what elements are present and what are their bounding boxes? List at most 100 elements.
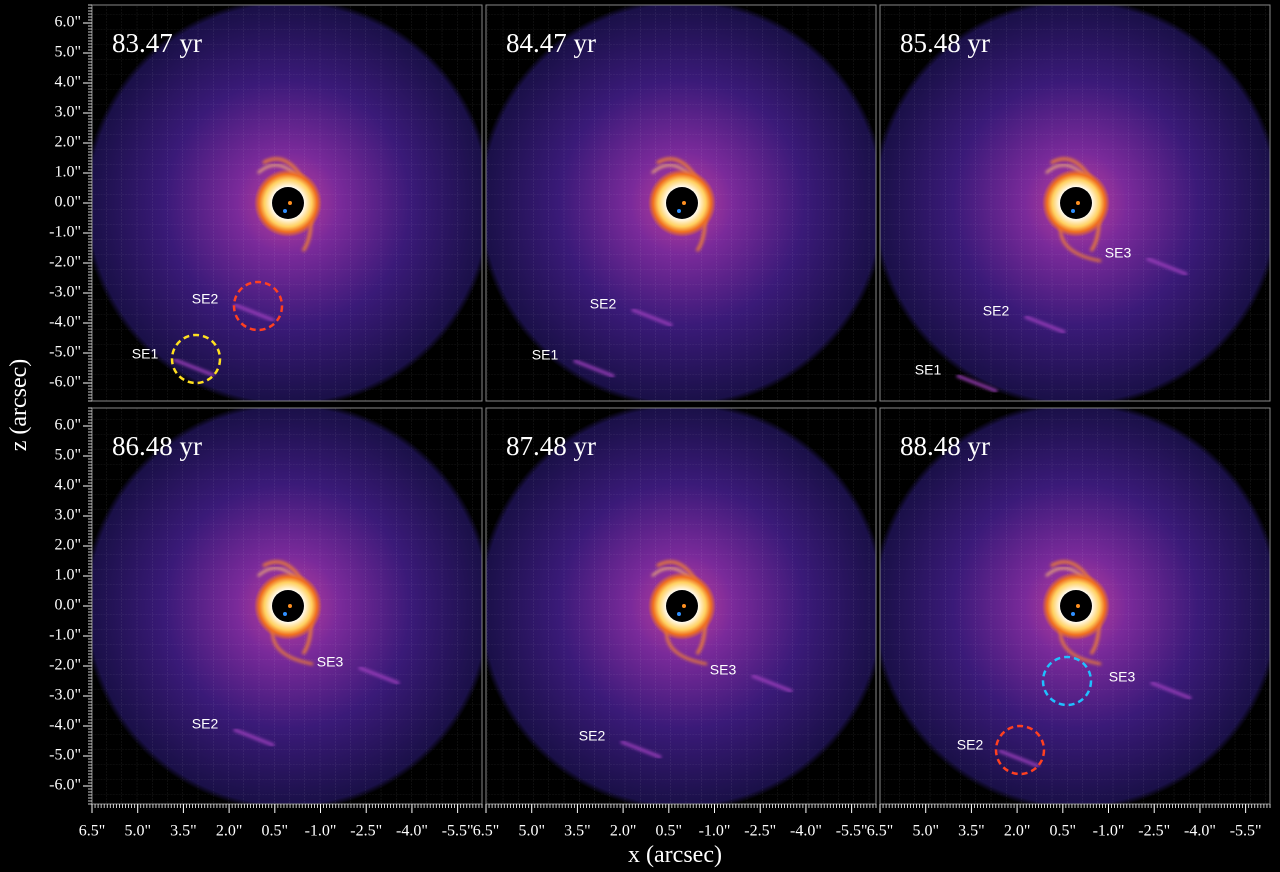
panel-image <box>880 408 1270 804</box>
y-tick-label: 5.0" <box>54 447 81 464</box>
feature-streak <box>998 749 1040 768</box>
feature-label: SE3 <box>1105 245 1132 261</box>
y-tick-label: 3.0" <box>54 507 81 524</box>
x-tick-label: -2.5" <box>350 823 382 840</box>
panel: SE3 SE2 86.48 yr <box>91 407 483 805</box>
feature-streak <box>1150 681 1192 700</box>
x-tick-label: 2.0" <box>610 823 637 840</box>
feature-label: SE3 <box>1109 669 1136 685</box>
panel: SE3 SE2 87.48 yr <box>485 407 877 805</box>
star <box>677 612 681 616</box>
y-tick-label: 4.0" <box>54 477 81 494</box>
star <box>682 604 686 608</box>
star <box>288 604 292 608</box>
highlight-circle <box>232 280 284 332</box>
highlight-circle <box>170 333 222 385</box>
y-tick-label: -2.0" <box>49 657 81 674</box>
x-tick-label: -1.0" <box>1093 823 1125 840</box>
x-tick-label: 0.5" <box>1050 823 1077 840</box>
panel-title: 84.47 yr <box>506 28 596 58</box>
x-tick-label: 6.5" <box>473 823 500 840</box>
feature-streak <box>573 359 615 378</box>
x-tick-label: -4.0" <box>790 823 822 840</box>
panel: SE3 SE2 88.48 yr <box>879 407 1271 805</box>
panel: SE2 SE1 83.47 yr <box>91 4 483 402</box>
star <box>1076 201 1080 205</box>
x-tick-label: -1.0" <box>305 823 337 840</box>
y-tick-label: -1.0" <box>49 627 81 644</box>
x-tick-label: -2.5" <box>744 823 776 840</box>
y-tick-label: -2.0" <box>49 254 81 271</box>
x-tick-label: -4.0" <box>396 823 428 840</box>
x-tick-label: -1.0" <box>699 823 731 840</box>
panel: SE2 SE1 84.47 yr <box>485 4 877 402</box>
feature-streak <box>233 728 275 747</box>
y-tick-label: 0.0" <box>54 194 81 211</box>
panel-title: 87.48 yr <box>506 431 596 461</box>
feature-streak <box>620 740 662 759</box>
y-tick-label: -3.0" <box>49 284 81 301</box>
y-tick-label: -6.0" <box>49 374 81 391</box>
feature-label: SE2 <box>590 296 617 312</box>
panel: SE3 SE2 SE1 85.48 yr <box>879 4 1271 402</box>
y-tick-label: -3.0" <box>49 687 81 704</box>
feature-streak <box>1146 257 1188 276</box>
y-tick-label: 6.0" <box>54 14 81 31</box>
feature-label: SE2 <box>957 737 984 753</box>
y-tick-label: 1.0" <box>54 567 81 584</box>
y-tick-label: -1.0" <box>49 224 81 241</box>
panel-image <box>880 5 1270 401</box>
x-tick-label: -4.0" <box>1184 823 1216 840</box>
x-tick-label: -5.5" <box>836 823 868 840</box>
y-tick-label: 2.0" <box>54 134 81 151</box>
x-tick-label: 5.0" <box>912 823 939 840</box>
y-tick-label: 4.0" <box>54 74 81 91</box>
feature-streak <box>751 674 793 693</box>
y-tick-label: -6.0" <box>49 777 81 794</box>
panel-frame <box>485 4 877 402</box>
y-tick-label: 3.0" <box>54 104 81 121</box>
y-tick-label: -5.0" <box>49 344 81 361</box>
panel-title: 83.47 yr <box>112 28 202 58</box>
feature-label: SE2 <box>579 728 606 744</box>
y-tick-label: 1.0" <box>54 164 81 181</box>
feature-label: SE2 <box>983 303 1010 319</box>
panel-title: 85.48 yr <box>900 28 990 58</box>
star <box>1071 612 1075 616</box>
feature-streak <box>1024 315 1066 334</box>
highlight-circle <box>994 724 1046 776</box>
feature-label: SE3 <box>317 654 344 670</box>
feature-label: SE2 <box>192 716 219 732</box>
x-tick-label: 3.5" <box>170 823 197 840</box>
x-tick-label: -2.5" <box>1138 823 1170 840</box>
x-tick-label: 0.5" <box>262 823 289 840</box>
star <box>288 201 292 205</box>
feature-label: SE1 <box>915 362 942 378</box>
panel-title: 88.48 yr <box>900 431 990 461</box>
feature-label: SE3 <box>710 662 737 678</box>
y-tick-label: 5.0" <box>54 44 81 61</box>
x-tick-label: 2.0" <box>1004 823 1031 840</box>
x-tick-label: 2.0" <box>216 823 243 840</box>
panel-frame <box>879 4 1271 402</box>
star <box>682 201 686 205</box>
y-tick-label: 6.0" <box>54 417 81 434</box>
y-tick-label: 0.0" <box>54 597 81 614</box>
y-axis-label: z (arcsec) <box>6 359 32 452</box>
feature-streak <box>173 358 215 377</box>
y-tick-label: -4.0" <box>49 717 81 734</box>
x-tick-label: 6.5" <box>79 823 106 840</box>
feature-label: SE2 <box>192 291 219 307</box>
highlight-circle <box>1041 655 1093 707</box>
panel-image <box>92 408 482 804</box>
feature-label: SE1 <box>132 346 159 362</box>
star <box>1076 604 1080 608</box>
x-axis-label: x (arcsec) <box>628 842 722 868</box>
panel-image <box>486 5 876 401</box>
y-tick-label: -5.0" <box>49 747 81 764</box>
star <box>283 209 287 213</box>
star <box>283 612 287 616</box>
x-tick-label: 5.0" <box>518 823 545 840</box>
feature-streak <box>358 666 400 685</box>
